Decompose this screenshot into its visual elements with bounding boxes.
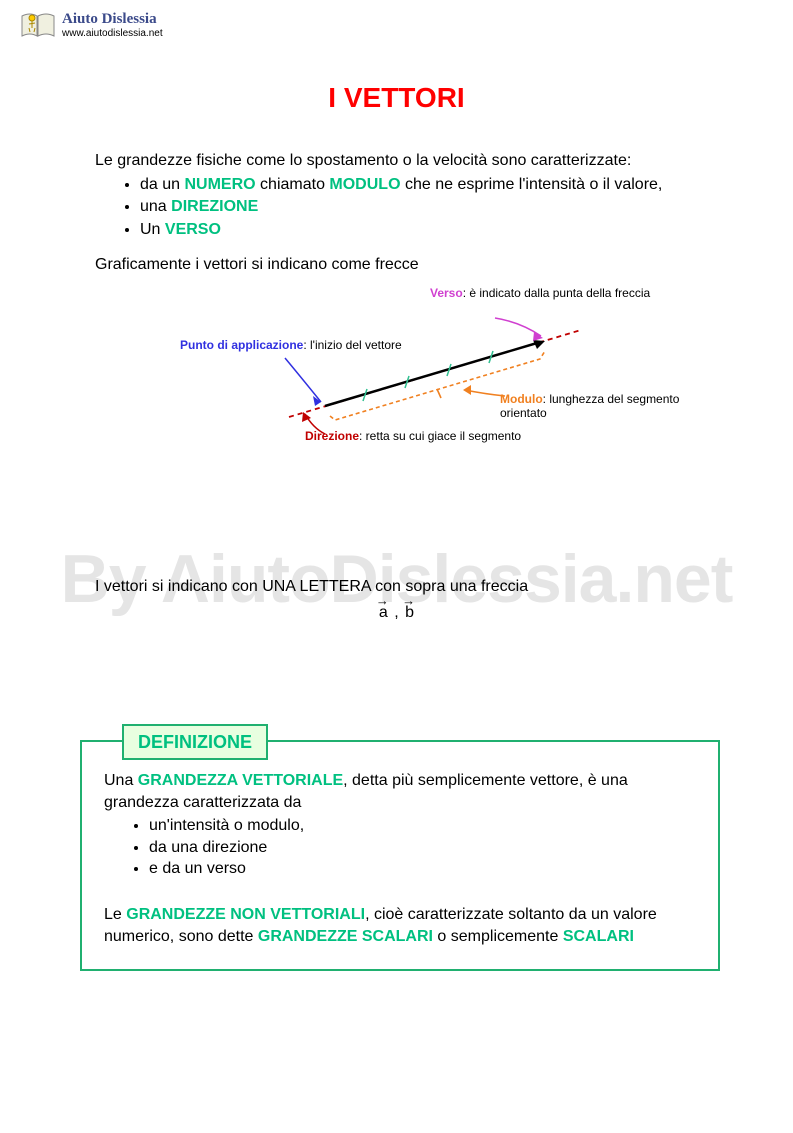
bullet-direzione: una DIREZIONE (140, 196, 705, 218)
page-title: I VETTORI (0, 82, 793, 114)
intro-section: Le grandezze fisiche come lo spostamento… (95, 150, 705, 486)
definition-p2: Le GRANDEZZE NON VETTORIALI, cioè caratt… (104, 904, 696, 947)
vector-a: a (377, 604, 390, 622)
intro-lead: Le grandezze fisiche come lo spostamento… (95, 150, 705, 172)
definition-badge: DEFINIZIONE (122, 724, 268, 760)
vector-svg (165, 286, 625, 486)
label-punto: Punto di applicazione: l'inizio del vett… (180, 338, 402, 352)
logo-title: Aiuto Dislessia (62, 11, 163, 28)
bullet-numero: da un NUMERO chiamato MODULO che ne espr… (140, 174, 705, 196)
vector-diagram: Verso: è indicato dalla punta della frec… (95, 286, 705, 486)
notation-line: I vettori si indicano con UNA LETTERA co… (95, 578, 705, 596)
logo-url: www.aiutodislessia.net (62, 28, 163, 39)
intro-graphically: Graficamente i vettori si indicano come … (95, 254, 705, 276)
def-li1: un'intensità o modulo, (149, 815, 696, 837)
label-modulo: Modulo: lunghezza del segmento orientato (500, 392, 705, 421)
vector-b: b (403, 604, 416, 622)
def-li3: e da un verso (149, 858, 696, 880)
definition-p1: Una GRANDEZZA VETTORIALE, detta più semp… (104, 770, 696, 792)
label-verso: Verso: è indicato dalla punta della frec… (430, 286, 650, 300)
def-li2: da una direzione (149, 837, 696, 859)
definition-p1-line2: grandezza caratterizzata da (104, 792, 696, 814)
label-direzione: Direzione: retta su cui giace il segment… (305, 429, 521, 443)
site-logo: Aiuto Dislessia www.aiutodislessia.net (20, 10, 163, 40)
intro-bullets: da un NUMERO chiamato MODULO che ne espr… (95, 174, 705, 241)
book-icon (20, 10, 56, 40)
definition-bullets: un'intensità o modulo, da una direzione … (104, 815, 696, 880)
bullet-verso: Un VERSO (140, 219, 705, 241)
notation-symbols: a , b (0, 604, 793, 622)
definition-box: DEFINIZIONE Una GRANDEZZA VETTORIALE, de… (80, 740, 720, 971)
